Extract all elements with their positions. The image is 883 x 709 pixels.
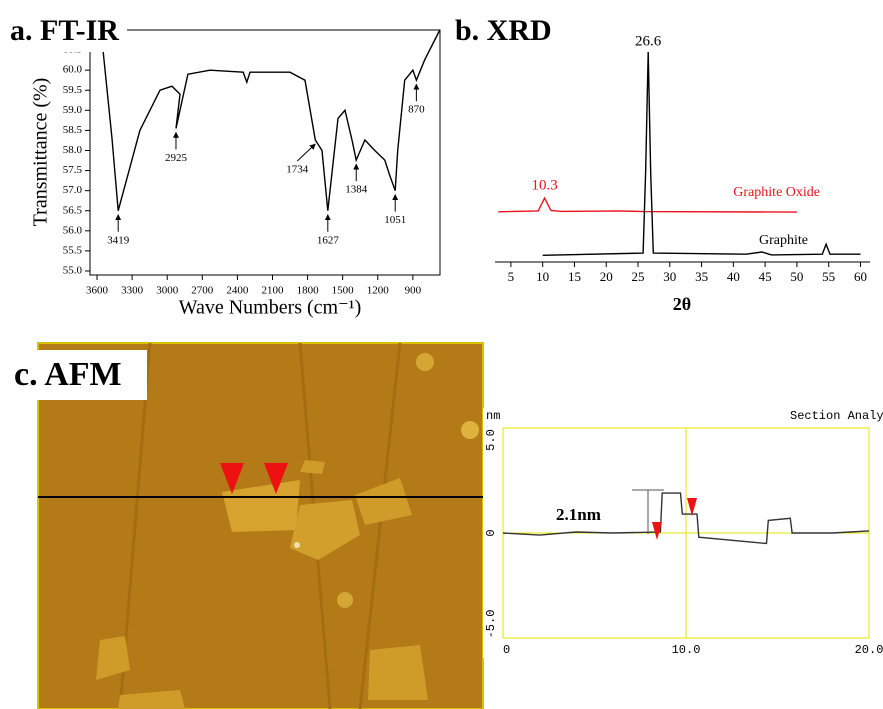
annotation-arrow — [296, 143, 316, 162]
y-tick-label: -5.0 — [484, 610, 498, 639]
x-tick-label: 2700 — [191, 285, 214, 297]
y-tick-label: 59.0 — [63, 104, 83, 116]
x-tick-label: 900 — [405, 285, 422, 297]
annotation: 1051 — [384, 214, 406, 226]
x-tick-label: 3600 — [86, 285, 109, 297]
y-tick-label: 0 — [484, 529, 498, 536]
annotation: 10.3 — [531, 178, 557, 194]
chart-title: a. FT-IR — [10, 14, 119, 47]
x-tick-label: 45 — [759, 269, 772, 284]
x-tick-label: 25 — [632, 269, 645, 284]
y-axis-label: Transmittance (%) — [30, 78, 52, 227]
y-tick-label: 56.5 — [63, 204, 83, 216]
x-tick-label: 55 — [822, 269, 835, 284]
x-tick-label: 10 — [536, 269, 549, 284]
x-tick-label: 30 — [663, 269, 676, 284]
x-tick-label: 5 — [508, 269, 515, 284]
x-axis-label: Wave Numbers (cm⁻¹) — [179, 297, 362, 319]
y-tick-label: 5.0 — [484, 429, 498, 451]
data-line — [542, 51, 861, 256]
x-tick-label: 3300 — [121, 285, 144, 297]
annotation: 26.6 — [635, 33, 662, 49]
x-tick-label: 2100 — [261, 285, 284, 297]
annotation: 2925 — [165, 152, 188, 164]
x-tick-label: 1800 — [297, 285, 320, 297]
x-tick-label: 0 — [503, 643, 510, 657]
data-line — [498, 196, 797, 213]
y-tick-label: 59.5 — [63, 84, 83, 96]
series-label: Graphite Oxide — [733, 185, 820, 200]
x-tick-label: 3000 — [156, 285, 179, 297]
annotation: 1734 — [286, 164, 309, 176]
measure — [632, 489, 697, 540]
plot-frame — [89, 29, 441, 276]
annotation: 2.1nm — [556, 505, 601, 524]
x-tick-label: 50 — [790, 269, 803, 284]
x-axis-label: 2θ — [673, 294, 691, 314]
annotation: 1627 — [317, 234, 340, 246]
data-line — [502, 492, 870, 545]
chart-title: c. AFM — [14, 356, 122, 393]
panel-header: Section Analy — [790, 409, 883, 423]
y-tick-label: 57.0 — [63, 184, 83, 196]
x-tick-label: 1500 — [332, 285, 355, 297]
y-tick-label: 60.0 — [63, 64, 83, 76]
afm-image — [37, 342, 484, 709]
chart-title: b. XRD — [455, 14, 552, 47]
y-tick-label: 55.5 — [63, 244, 83, 256]
y-tick-label: 56.0 — [63, 224, 83, 236]
x-tick-label: 2400 — [226, 285, 249, 297]
annotation: 870 — [408, 104, 425, 116]
title-bg — [7, 12, 127, 52]
x-tick-label: 1200 — [367, 285, 390, 297]
x-tick-label: 40 — [727, 269, 740, 284]
annotation: 1384 — [345, 184, 368, 196]
x-tick-label: 10.0 — [672, 643, 701, 657]
y-tick-label: 55.0 — [63, 265, 83, 277]
y-tick-label: 58.0 — [63, 144, 83, 156]
x-tick-label: 20.0 — [855, 643, 883, 657]
annotation: 3419 — [107, 234, 130, 246]
unit-label: nm — [486, 409, 500, 423]
x-tick-label: 20 — [600, 269, 613, 284]
x-tick-label: 60 — [854, 269, 867, 284]
plots: 3600 3300 3000 2700 2400 2100 1800 1500 1200 9005… — [63, 29, 883, 657]
series-label: Graphite — [759, 233, 808, 248]
x-tick-label: 15 — [568, 269, 581, 284]
y-tick-label: 58.5 — [63, 124, 83, 136]
data-line — [102, 29, 441, 211]
x-tick-label: 35 — [695, 269, 708, 284]
y-tick-label: 57.5 — [63, 164, 83, 176]
title-bg — [7, 350, 147, 400]
